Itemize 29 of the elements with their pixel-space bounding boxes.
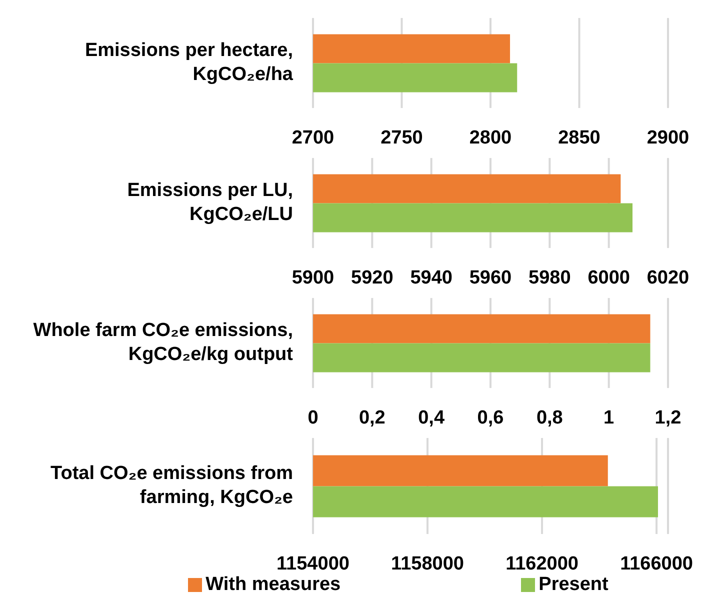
x-tick-label: 0 <box>308 407 318 428</box>
x-tick-label: 0,8 <box>536 407 563 428</box>
x-tick-label: 5980 <box>528 267 571 288</box>
x-tick-label: 1158000 <box>391 553 464 574</box>
legend-label: Present <box>538 574 608 595</box>
legend-label: With measures <box>206 574 341 595</box>
y-tick-label: Total CO₂e emissions from farming, KgCO₂e <box>50 463 293 508</box>
x-tick-label: 1162000 <box>506 553 578 574</box>
x-tick-label: 0,2 <box>358 407 386 428</box>
x-tick-label: 2850 <box>558 127 600 148</box>
x-tick-label: 1,2 <box>654 407 682 428</box>
x-tick-label: 0,4 <box>418 407 445 428</box>
x-tick-label: 5900 <box>292 267 334 288</box>
x-tick-label: 5920 <box>351 267 394 288</box>
x-tick-label: 2900 <box>646 127 690 148</box>
y-tick-label: Emissions per LU, KgCO₂e/LU <box>127 180 293 226</box>
x-tick-label: 2800 <box>469 127 512 148</box>
x-tick-label: 5960 <box>469 267 512 288</box>
y-tick-label: Whole farm CO₂e emissions, KgCO₂e/kg output <box>33 320 294 366</box>
x-tick-label: 0,6 <box>477 407 504 428</box>
x-tick-label: 1 <box>604 407 615 428</box>
x-tick-label: 6020 <box>646 267 690 288</box>
x-tick-label: 1154000 <box>276 553 350 574</box>
x-tick-label: 2700 <box>292 127 334 148</box>
y-tick-label: Emissions per hectare, KgCO₂e/ha <box>84 40 294 86</box>
x-tick-label: 1166000 <box>620 553 694 574</box>
x-tick-label: 5940 <box>410 267 452 288</box>
x-tick-label: 6000 <box>588 267 630 288</box>
x-tick-label: 2750 <box>380 127 423 148</box>
